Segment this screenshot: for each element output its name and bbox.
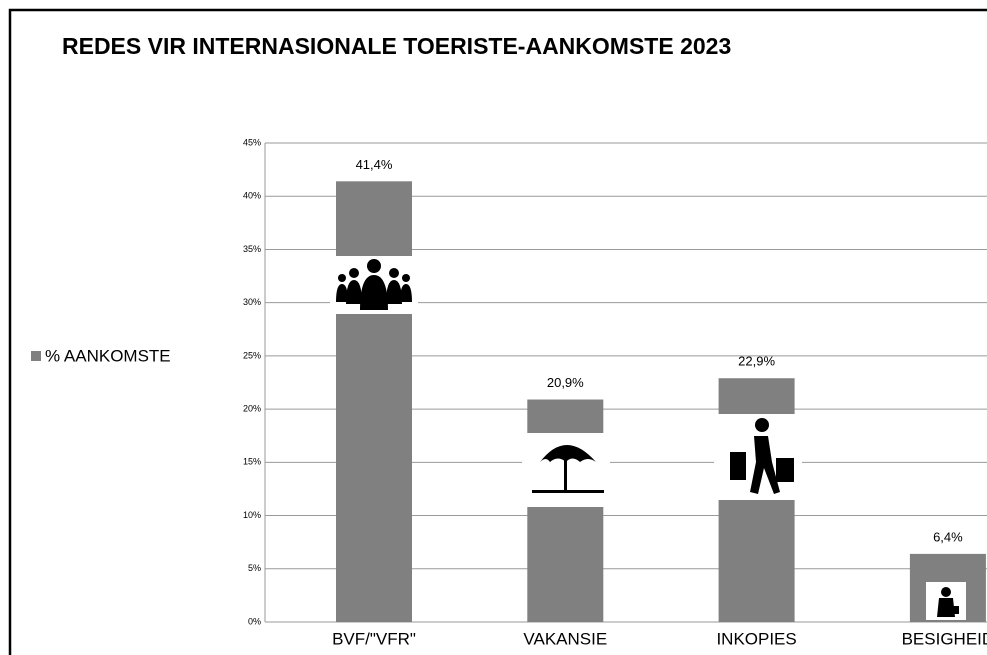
bar (336, 181, 412, 622)
shopper-icon (730, 418, 794, 494)
y-tick-label: 40% (243, 191, 261, 201)
business-icon (937, 587, 959, 617)
y-tick-label: 35% (243, 244, 261, 254)
value-label: 41,4% (356, 157, 393, 172)
frame (8, 8, 987, 655)
legend-swatch (31, 351, 41, 361)
bar (527, 399, 604, 622)
y-tick-label: 25% (243, 350, 261, 360)
chart-title: REDES VIR INTERNASIONALE TOERISTE-AANKOM… (62, 33, 731, 59)
y-tick-label: 0% (248, 616, 261, 626)
y-tick-label: 45% (243, 137, 261, 147)
y-tick-label: 15% (243, 457, 261, 467)
value-label: 22,9% (738, 354, 775, 369)
value-label: 20,9% (547, 375, 584, 390)
umbrella-icon (532, 445, 604, 493)
y-tick-label: 5% (248, 563, 261, 573)
y-tick-label: 10% (243, 510, 261, 520)
group-icon (336, 259, 412, 310)
x-tick-label: INKOPIES (716, 629, 796, 648)
x-tick-label: BVF/"VFR" (332, 629, 416, 648)
x-tick-label: VAKANSIE (523, 629, 607, 648)
x-tick-label: BESIGHEID (902, 629, 987, 648)
legend-label: % AANKOMSTE (45, 346, 171, 365)
value-label: 6,4% (933, 529, 963, 544)
y-tick-label: 20% (243, 403, 261, 413)
icons (330, 256, 966, 620)
y-tick-label: 30% (243, 297, 261, 307)
